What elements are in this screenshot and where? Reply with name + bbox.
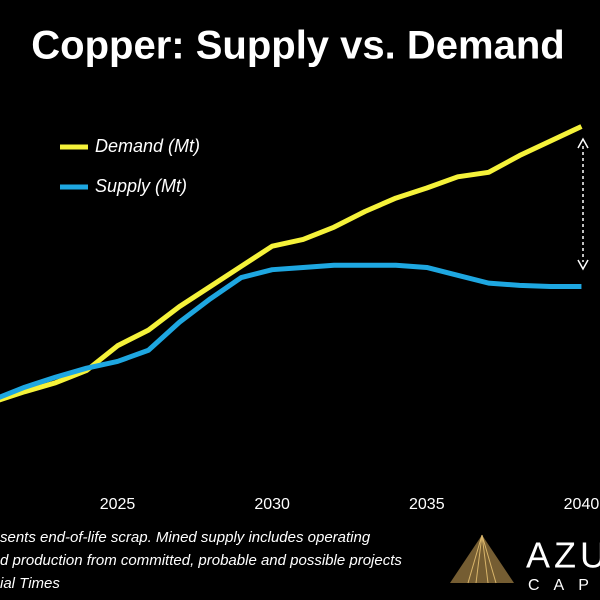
- logo-name: AZU: [526, 535, 600, 576]
- gap-arrow: [577, 137, 589, 271]
- chart-title: Copper: Supply vs. Demand: [31, 24, 564, 68]
- legend-label: Demand (Mt): [95, 136, 200, 156]
- series-line: [0, 262, 582, 400]
- logo: AZU CAP: [450, 535, 600, 594]
- x-tick-label: 2035: [409, 496, 445, 513]
- x-tick-label: 2025: [100, 496, 136, 513]
- legend-label: Supply (Mt): [95, 176, 187, 196]
- footnote: sents end-of-life scrap. Mined supply in…: [0, 529, 371, 546]
- x-tick-label: 2040: [564, 496, 600, 513]
- logo-sub: CAP: [528, 577, 600, 594]
- footnote: ial Times: [0, 575, 60, 592]
- x-tick-label: 2030: [254, 496, 290, 513]
- footnote: d production from committed, probable an…: [0, 552, 402, 569]
